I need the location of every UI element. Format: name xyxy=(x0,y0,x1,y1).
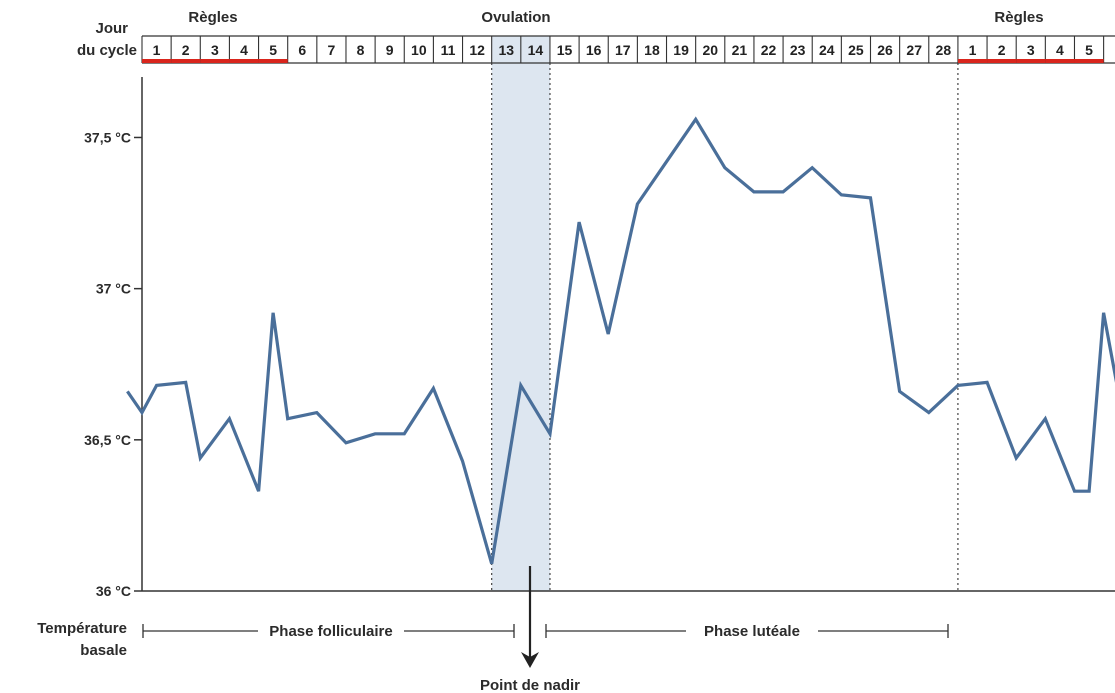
day-label: 15 xyxy=(557,42,573,58)
menses-marker xyxy=(142,59,172,63)
y-ticks: 36 °C 36,5 °C 37 °C 37,5 °C xyxy=(84,129,142,599)
day-label: 7 xyxy=(328,42,336,58)
day-label: 4 xyxy=(1056,42,1064,58)
day-label: 17 xyxy=(615,42,631,58)
day-label: 4 xyxy=(240,42,248,58)
day-label: 12 xyxy=(469,42,485,58)
regles-left-label: Règles xyxy=(188,9,237,26)
phase-folliculaire-label: Phase folliculaire xyxy=(269,623,392,640)
phase-luteale-label: Phase lutéale xyxy=(704,623,800,640)
day-label: 13 xyxy=(498,42,514,58)
menses-marker xyxy=(957,59,988,63)
day-label: 28 xyxy=(936,42,952,58)
day-label: 20 xyxy=(702,42,718,58)
basale-label: basale xyxy=(80,642,127,659)
menses-marker xyxy=(258,59,288,63)
day-label: 5 xyxy=(269,42,277,58)
temperature-label: Température xyxy=(37,620,127,637)
day-label: 2 xyxy=(998,42,1006,58)
menses-marker xyxy=(1045,59,1075,63)
day-label: 16 xyxy=(586,42,602,58)
day-label: 6 xyxy=(298,42,306,58)
menses-marker xyxy=(229,59,259,63)
day-label: 25 xyxy=(848,42,864,58)
day-label: 3 xyxy=(211,42,219,58)
day-label: 8 xyxy=(357,42,365,58)
axes xyxy=(141,77,1115,592)
menses-marker xyxy=(1074,59,1104,63)
day-label: 18 xyxy=(644,42,660,58)
day-label: 5 xyxy=(1085,42,1093,58)
y-tick-label: 36,5 °C xyxy=(84,432,131,448)
day-label: 19 xyxy=(673,42,689,58)
day-label: 26 xyxy=(877,42,893,58)
day-label: 3 xyxy=(1027,42,1035,58)
day-label: 1 xyxy=(969,42,977,58)
point-nadir-label: Point de nadir xyxy=(480,677,580,693)
day-label: 9 xyxy=(386,42,394,58)
day-label: 23 xyxy=(790,42,806,58)
day-grid: 1 2 3 4 5 6 7 8 9 10 11 12 13 14 15 16 17 18 19 20 21 22 23 24 2… xyxy=(141,35,1115,64)
day-label: 22 xyxy=(761,42,777,58)
menses-marker xyxy=(171,59,201,63)
day-label: 2 xyxy=(182,42,190,58)
phase-folliculaire-bracket: Phase folliculaire xyxy=(142,623,515,640)
jour-label: Jour xyxy=(95,20,128,37)
y-tick-label: 36 °C xyxy=(96,583,131,599)
y-tick-label: 37,5 °C xyxy=(84,129,131,145)
du-cycle-label: du cycle xyxy=(77,42,137,59)
day-label: 1 xyxy=(153,42,161,58)
day-label: 21 xyxy=(732,42,748,58)
day-label: 14 xyxy=(528,42,544,58)
nadir-arrow xyxy=(521,566,539,668)
day-label: 27 xyxy=(906,42,922,58)
phase-luteale-bracket: Phase lutéale xyxy=(545,623,949,640)
regles-right-label: Règles xyxy=(994,9,1043,26)
day-label: 10 xyxy=(411,42,427,58)
menses-marker xyxy=(987,59,1017,63)
ovulation-label: Ovulation xyxy=(481,9,550,26)
menses-marker xyxy=(200,59,230,63)
day-label: 24 xyxy=(819,42,835,58)
series-temperature xyxy=(126,116,1115,565)
y-tick-label: 37 °C xyxy=(96,281,131,297)
day-label: 11 xyxy=(441,42,456,58)
menses-marker xyxy=(1016,59,1046,63)
temperature-line xyxy=(126,116,1115,565)
